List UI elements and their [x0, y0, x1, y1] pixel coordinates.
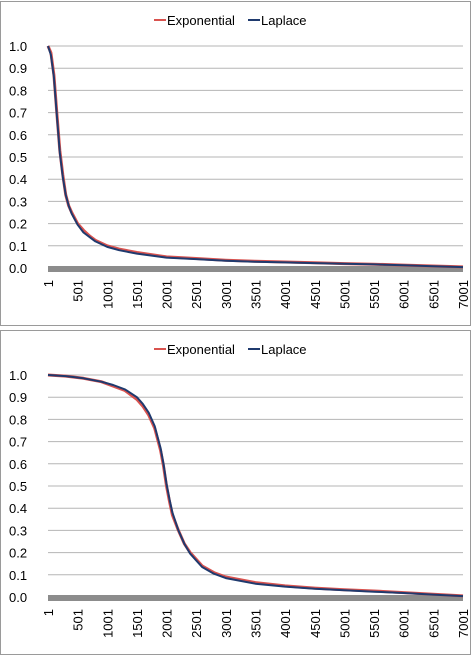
y-tick-label: 0.5	[9, 479, 27, 494]
x-tick-label: 6501	[426, 280, 441, 309]
legend-label-laplace: Laplace	[261, 342, 307, 357]
x-tick-label: 2001	[160, 609, 175, 638]
y-tick-label: 0.0	[9, 590, 27, 605]
x-tick-label: 7001	[456, 280, 470, 309]
y-tick-label: 0.4	[9, 172, 27, 187]
x-tick-label: 4001	[278, 280, 293, 309]
x-tick-label: 7001	[456, 609, 470, 638]
y-tick-label: 0.9	[9, 390, 27, 405]
legend-label-exponential: Exponential	[167, 13, 235, 28]
x-tick-label: 1	[41, 609, 56, 616]
x-axis	[48, 595, 463, 601]
legend-label-laplace: Laplace	[261, 13, 307, 28]
series-line-laplace	[47, 374, 464, 598]
y-tick-label: 0.0	[9, 261, 27, 276]
x-tick-label: 2501	[189, 609, 204, 638]
x-tick-label: 5001	[337, 280, 352, 309]
x-tick-label: 4501	[308, 280, 323, 309]
x-tick-label: 3001	[219, 609, 234, 638]
chart-panel-top: Exponential Laplace 1.0 0.9 0.8 0.7 0.6 0.5 0.4 0…	[0, 1, 471, 326]
x-tick-label: 4501	[308, 609, 323, 638]
y-tick-label: 0.6	[9, 457, 27, 472]
chart-svg-top: Exponential Laplace 1.0 0.9 0.8 0.7 0.6 0.5 0.4 0…	[9, 13, 470, 309]
x-tick-label: 6501	[426, 609, 441, 638]
series-line-laplace	[47, 45, 464, 269]
x-tick-label: 3501	[249, 609, 264, 638]
legend: Exponential Laplace	[154, 342, 307, 357]
x-tick-label: 2001	[160, 280, 175, 309]
y-tick-label: 0.9	[9, 61, 27, 76]
y-tick-label: 1.0	[9, 39, 27, 54]
x-tick-label: 2501	[189, 280, 204, 309]
x-tick-label: 1501	[130, 609, 145, 638]
y-tick-label: 0.3	[9, 523, 27, 538]
x-tick-label: 6001	[397, 609, 412, 638]
x-tick-label: 4001	[278, 609, 293, 638]
y-tick-label: 0.7	[9, 106, 27, 121]
y-tick-label: 0.4	[9, 501, 27, 516]
y-tick-label: 0.6	[9, 128, 27, 143]
x-tick-label: 3001	[219, 280, 234, 309]
x-tick-label: 1001	[100, 280, 115, 309]
x-tick-label: 1001	[100, 609, 115, 638]
y-tick-label: 0.2	[9, 217, 27, 232]
y-tick-label: 0.8	[9, 412, 27, 427]
x-tick-label: 5001	[337, 609, 352, 638]
y-tick-label: 0.3	[9, 194, 27, 209]
y-tick-label: 0.8	[9, 83, 27, 98]
x-tick-label: 5501	[367, 609, 382, 638]
y-tick-label: 1.0	[9, 368, 27, 383]
series-line-exponential	[47, 373, 464, 598]
chart-panel-bottom: Exponential Laplace 1.0 0.9 0.8 0.7 0.6 0.5 0.4 0…	[0, 330, 471, 655]
series-line-exponential	[46, 45, 464, 269]
y-tick-label: 0.5	[9, 150, 27, 165]
x-tick-label: 501	[71, 609, 86, 631]
y-tick-label: 0.7	[9, 435, 27, 450]
x-tick-label: 6001	[397, 280, 412, 309]
x-tick-label: 1501	[130, 280, 145, 309]
legend-label-exponential: Exponential	[167, 342, 235, 357]
legend: Exponential Laplace	[154, 13, 307, 28]
y-tick-label: 0.1	[9, 239, 27, 254]
x-tick-label: 5501	[367, 280, 382, 309]
y-tick-label: 0.2	[9, 546, 27, 561]
x-tick-label: 501	[71, 280, 86, 302]
chart-svg-bottom: Exponential Laplace 1.0 0.9 0.8 0.7 0.6 0.5 0.4 0…	[9, 342, 470, 638]
x-tick-label: 1	[41, 280, 56, 287]
y-tick-label: 0.1	[9, 568, 27, 583]
x-axis	[48, 266, 463, 272]
x-tick-label: 3501	[249, 280, 264, 309]
